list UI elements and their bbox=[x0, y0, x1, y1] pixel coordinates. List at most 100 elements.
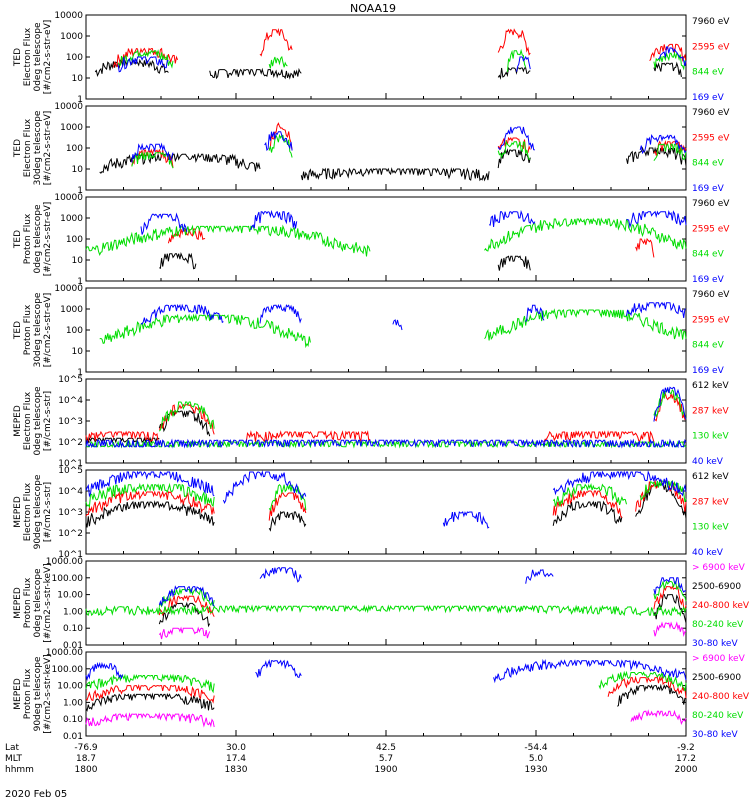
trace bbox=[516, 55, 531, 72]
legend-entry: 40 keV bbox=[692, 548, 724, 558]
legend-entry: 2595 eV bbox=[692, 315, 730, 325]
y-tick-label: 10000 bbox=[54, 102, 83, 112]
trace bbox=[158, 401, 215, 432]
trace bbox=[653, 391, 687, 422]
trace bbox=[653, 621, 687, 637]
y-axis-label: MEPEDElectron Flux90deg telescope[#/cm2-… bbox=[13, 474, 53, 549]
series-blue bbox=[158, 567, 687, 607]
trace bbox=[658, 46, 687, 67]
y-tick-label: 0.10 bbox=[63, 624, 83, 634]
y-tick-label: 10^4 bbox=[58, 487, 83, 497]
legend-entry: 169 eV bbox=[692, 366, 725, 376]
panel-8: 1000.00 100.00 10.00 1.00 0.10 0.01 MEPEDProto… bbox=[13, 648, 750, 742]
legend-entry: 30-80 keV bbox=[692, 730, 738, 740]
trace bbox=[639, 133, 687, 155]
y-tick-label: 10 bbox=[72, 256, 84, 266]
y-tick-label: 1000.00 bbox=[46, 557, 83, 567]
y-tick-label: 10^5 bbox=[58, 466, 83, 476]
trace bbox=[552, 500, 623, 526]
legend-entry: > 6900 keV bbox=[692, 654, 746, 664]
y-tick-label: 1000 bbox=[60, 123, 83, 133]
trace bbox=[259, 567, 302, 583]
trace bbox=[268, 133, 293, 158]
y-tick-label: 1 bbox=[77, 186, 83, 196]
bottom-row-value: 1900 bbox=[375, 765, 398, 775]
chart-panels: 10000 1000 100 10 1 TEDElectron Flux0deg tele… bbox=[13, 11, 750, 742]
y-tick-label: 100 bbox=[66, 53, 83, 63]
y-tick-label: 1.00 bbox=[63, 607, 83, 617]
y-tick-label: 10^2 bbox=[58, 438, 83, 448]
legend-entry: 30-80 keV bbox=[692, 639, 738, 649]
trace bbox=[85, 430, 160, 444]
trace bbox=[525, 304, 545, 322]
panel-4: 10000 1000 100 10 1 TEDProton Flux30deg teles… bbox=[13, 284, 730, 378]
bottom-row-label: hhmm bbox=[5, 765, 34, 775]
panel-frame bbox=[85, 378, 687, 464]
panel-7: 1000.00 100.00 10.00 1.00 0.10 0.01 MEPEDProto… bbox=[13, 557, 750, 651]
y-tick-label: 1 bbox=[77, 368, 83, 378]
trace bbox=[497, 148, 531, 169]
panel-frame bbox=[85, 196, 687, 282]
y-tick-label: 1.00 bbox=[63, 698, 83, 708]
bottom-row-value: 30.0 bbox=[226, 743, 246, 753]
trace bbox=[117, 56, 169, 73]
series-blue bbox=[140, 209, 687, 235]
trace bbox=[85, 692, 215, 712]
legend-entry: 2595 eV bbox=[692, 133, 730, 143]
panel-6: 10^5 10^4 10^3 10^2 10^1 MEPEDElectron Flux90… bbox=[13, 466, 729, 560]
trace bbox=[653, 577, 687, 595]
panel-frame bbox=[85, 14, 687, 100]
trace bbox=[617, 683, 687, 707]
y-tick-label: 10 bbox=[72, 165, 84, 175]
y-tick-label: 10^5 bbox=[58, 375, 83, 385]
trace bbox=[653, 61, 682, 78]
series-blue bbox=[85, 470, 687, 529]
series-blue bbox=[85, 658, 687, 684]
trace bbox=[653, 593, 687, 624]
trace bbox=[209, 67, 302, 80]
bottom-axis: Lat -76.9 30.0 42.5 -54.4 -9.2 MLT 18.7 17.4 5.7 5… bbox=[5, 743, 698, 775]
trace bbox=[300, 167, 490, 182]
panel-5: 10^5 10^4 10^3 10^2 10^1 MEPEDElectron Flux0d… bbox=[13, 375, 729, 469]
y-tick-label: 10^3 bbox=[58, 417, 83, 427]
bottom-row-value: 1930 bbox=[525, 765, 548, 775]
trace bbox=[268, 122, 293, 151]
bottom-row-value: 5.0 bbox=[529, 754, 544, 764]
series-blue bbox=[140, 301, 687, 331]
y-tick-label: 10 bbox=[72, 74, 84, 84]
trace bbox=[497, 126, 535, 151]
series-green bbox=[117, 48, 687, 73]
series-red bbox=[85, 391, 687, 444]
y-tick-label: 0.01 bbox=[63, 732, 83, 742]
series-magenta bbox=[158, 621, 687, 640]
y-tick-label: 10000 bbox=[54, 193, 83, 203]
trace bbox=[158, 626, 211, 640]
trace bbox=[497, 255, 531, 271]
trace bbox=[506, 48, 527, 73]
trace bbox=[131, 148, 174, 168]
chart-title: NOAA19 bbox=[350, 2, 396, 15]
trace bbox=[653, 585, 687, 612]
legend-entry: 287 keV bbox=[692, 497, 729, 507]
trace bbox=[167, 227, 206, 244]
bottom-row-label: Lat bbox=[5, 743, 20, 753]
series-red bbox=[85, 675, 687, 704]
series-green bbox=[131, 133, 687, 169]
legend-entry: 7960 eV bbox=[692, 290, 730, 300]
trace bbox=[158, 585, 215, 607]
series-black bbox=[85, 409, 211, 444]
y-axis-label: TEDElectron Flux30deg telescope[#/cm2-s-… bbox=[13, 110, 53, 185]
trace bbox=[268, 510, 307, 532]
series-red bbox=[167, 227, 655, 258]
bottom-row-value: -54.4 bbox=[524, 743, 548, 753]
trace bbox=[85, 224, 371, 257]
series-red bbox=[131, 122, 687, 168]
legend-entry: 240-800 keV bbox=[692, 601, 750, 611]
trace bbox=[85, 500, 215, 528]
trace bbox=[598, 670, 687, 692]
y-tick-label: 10^2 bbox=[58, 529, 83, 539]
trace bbox=[484, 308, 687, 341]
series-blue bbox=[117, 46, 687, 73]
legend-entry: 7960 eV bbox=[692, 17, 730, 27]
trace bbox=[392, 319, 403, 331]
